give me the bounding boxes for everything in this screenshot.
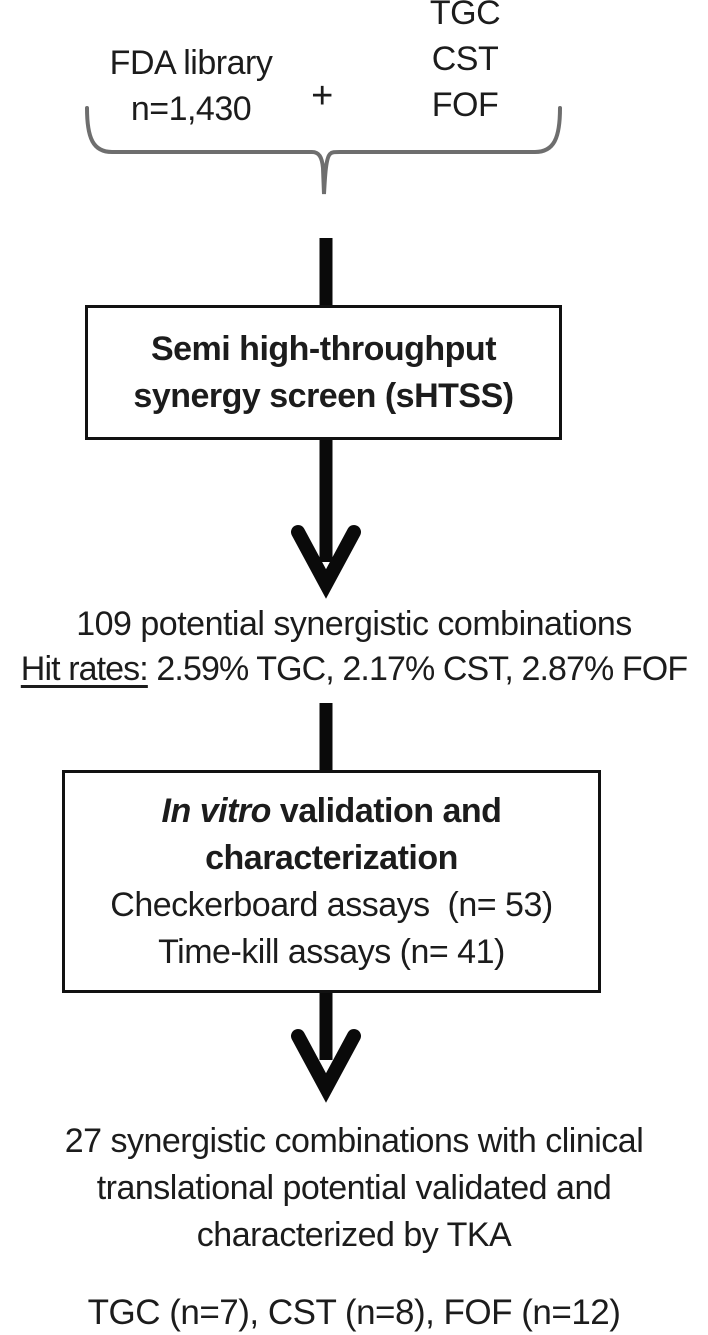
arrow-4-head [291,1029,361,1103]
drug-tgc: TGC [429,0,501,32]
shtss-box-line1: Semi high-throughput [150,329,497,368]
plus-sign: + [311,75,333,117]
time-kill-assays-line: Time-kill assays (n= 41) [158,932,505,971]
checkerboard-assays-line: Checkerboard assays (n= 53) [110,885,553,924]
screen-result: 109 potential synergistic combinations H… [0,602,708,692]
curly-brace [85,106,562,195]
shtss-box-line2: synergy screen (sHTSS) [133,376,514,415]
final-result-line1: 27 synergistic combinations with clinica… [64,1122,644,1160]
final-result-line2: translational potential validated and [96,1169,612,1207]
shtss-screen-box: Semi high-throughput synergy screen (sHT… [85,305,562,440]
final-result-line3: characterized by TKA [196,1216,512,1254]
validation-title-line2: characterization [205,838,458,877]
validation-title-line1: In vitro validation and [162,788,502,835]
input-antibiotics: TGC CST FOF [406,0,524,128]
arrow-2-head [291,525,361,599]
final-result: 27 synergistic combinations with clinica… [0,1118,708,1259]
drug-fof: FOF [431,86,499,124]
hit-rates-label: Hit rates: [20,650,149,688]
drug-cst: CST [431,40,499,78]
validation-title-rest: validation and [270,791,502,830]
final-counts: TGC (n=7), CST (n=8), FOF (n=12) [87,1293,621,1332]
hit-rates-values: 2.59% TGC, 2.17% CST, 2.87% FOF [147,650,688,688]
screen-result-combinations: 109 potential synergistic combinations [76,605,632,643]
screen-result-hit-rates: Hit rates: 2.59% TGC, 2.17% CST, 2.87% F… [0,647,708,692]
in-vitro-italic: In vitro [161,791,272,830]
fda-library-label: FDA library [109,44,273,82]
input-fda-library: FDA library n=1,430 [85,40,297,132]
fda-library-count: n=1,430 [130,90,252,128]
validation-box: In vitro validation and characterization… [62,770,601,993]
